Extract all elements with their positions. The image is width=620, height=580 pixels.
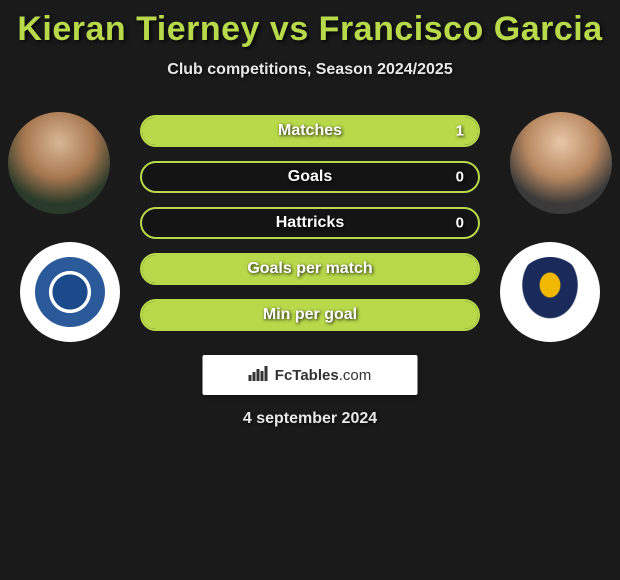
source-name: FcTables: [275, 367, 339, 384]
player-right-avatar: [510, 112, 612, 214]
source-text: FcTables.com: [275, 367, 371, 384]
bar-label: Hattricks: [140, 214, 480, 232]
club-right-crest: [500, 242, 600, 342]
bar-label: Goals: [140, 168, 480, 186]
bar-label: Goals per match: [140, 260, 480, 278]
club-left-crest-inner: [35, 257, 105, 327]
stat-row: Goals0: [140, 161, 480, 193]
player-left-avatar: [8, 112, 110, 214]
source-suffix: .com: [339, 367, 372, 384]
club-left-crest: [20, 242, 120, 342]
bar-label: Min per goal: [140, 306, 480, 324]
chart-icon: [249, 365, 269, 386]
stat-row: Goals per match: [140, 253, 480, 285]
bars-container: Matches1Goals0Hattricks0Goals per matchM…: [140, 115, 480, 345]
bar-value-right: 1: [456, 123, 464, 140]
stat-row: Matches1: [140, 115, 480, 147]
bar-value-right: 0: [456, 169, 464, 186]
bar-value-right: 0: [456, 215, 464, 232]
date-label: 4 september 2024: [0, 410, 620, 428]
bar-label: Matches: [140, 122, 480, 140]
page-title: Kieran Tierney vs Francisco Garcia: [0, 10, 620, 49]
source-badge: FcTables.com: [203, 355, 418, 395]
root: Kieran Tierney vs Francisco Garcia Club …: [0, 0, 620, 580]
stat-row: Hattricks0: [140, 207, 480, 239]
subtitle: Club competitions, Season 2024/2025: [0, 61, 620, 79]
club-right-crest-inner: [515, 257, 585, 327]
stats-area: Matches1Goals0Hattricks0Goals per matchM…: [0, 115, 620, 355]
stat-row: Min per goal: [140, 299, 480, 331]
